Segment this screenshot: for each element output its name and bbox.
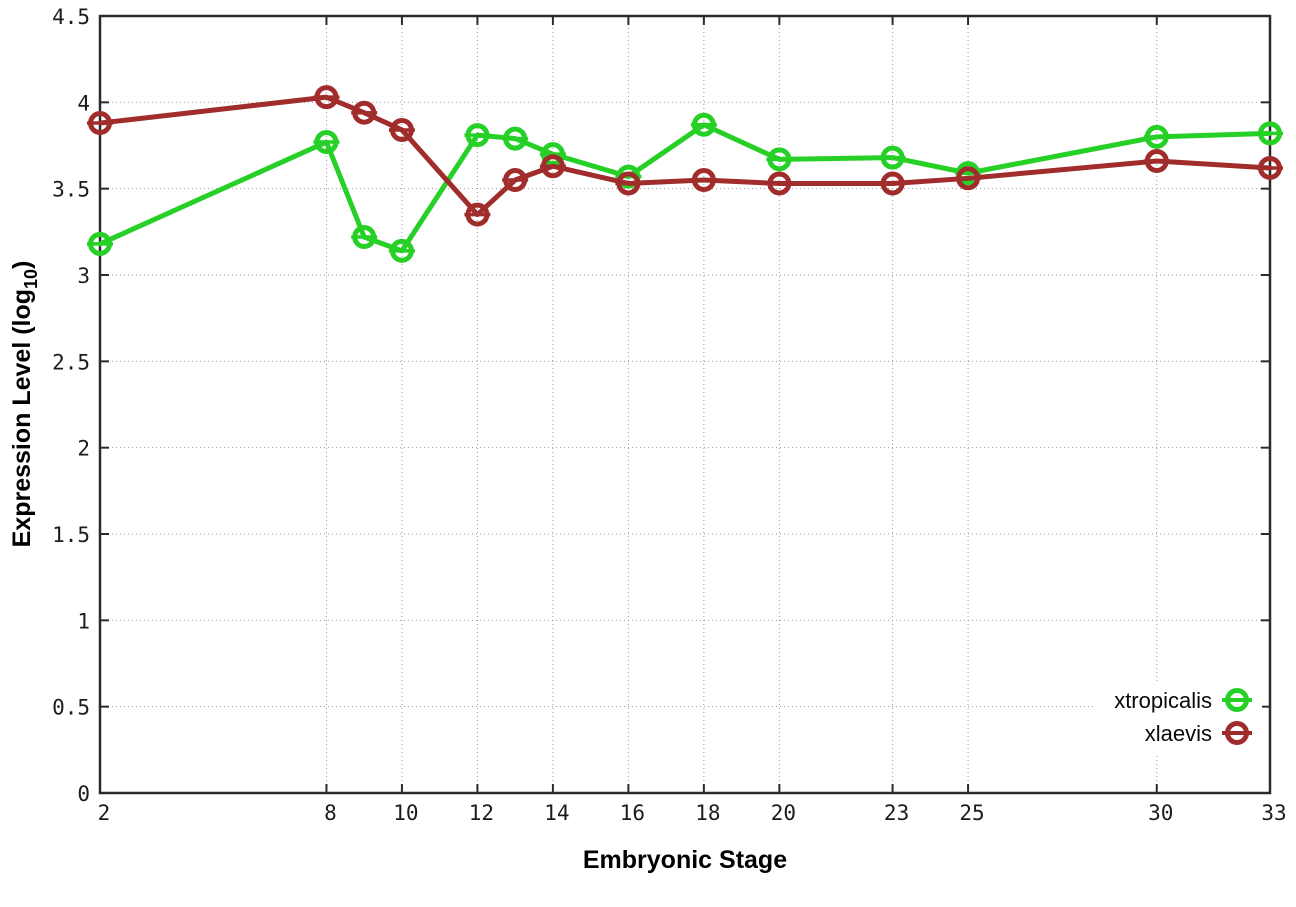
x-tick-label: 12 xyxy=(469,801,494,825)
x-tick-label: 20 xyxy=(771,801,796,825)
data-point-xtropicalis xyxy=(465,123,490,148)
legend-label-xlaevis: xlaevis xyxy=(1145,721,1212,746)
x-tick-label: 8 xyxy=(324,801,337,825)
y-tick-label: 0.5 xyxy=(52,696,90,720)
y-tick-label: 4 xyxy=(77,91,90,115)
y-axis-title-subscript: 10 xyxy=(21,269,41,289)
data-point-xtropicalis xyxy=(540,142,565,167)
data-point-xtropicalis xyxy=(88,231,112,256)
legend-sample-marker-xtropicalis xyxy=(1225,688,1249,712)
y-tick-label: 3.5 xyxy=(52,178,90,202)
y-tick-label: 1 xyxy=(77,609,90,633)
y-tick-label: 4.5 xyxy=(52,5,90,29)
axes-layer xyxy=(98,14,1272,795)
data-point-xlaevis xyxy=(956,166,981,191)
data-point-xlaevis xyxy=(389,117,414,142)
y-tick-label: 3 xyxy=(77,264,90,288)
data-point-xlaevis xyxy=(503,168,528,193)
data-point-xlaevis xyxy=(540,154,565,179)
grid-layer xyxy=(100,16,1270,793)
y-axis-title-suffix: ) xyxy=(8,261,36,269)
data-point-xlaevis xyxy=(465,202,490,227)
data-point-xtropicalis xyxy=(314,130,339,155)
y-tick-label: 2 xyxy=(77,437,90,461)
data-point-xlaevis xyxy=(1144,149,1169,174)
data-point-xtropicalis xyxy=(691,112,716,137)
tick-labels-layer: 2 8 10 12 14 16 18 20 23 25 30 33 0 0.5 1 1.5 2 2.5 3 3.5 4 4… xyxy=(52,5,1287,825)
data-point-xtropicalis xyxy=(767,147,792,172)
x-axis-title: Embryonic Stage xyxy=(583,846,787,874)
y-tick-label: 0 xyxy=(77,782,90,806)
series-line-xtropicalis xyxy=(97,122,1273,254)
x-tick-label: 16 xyxy=(620,801,645,825)
data-point-xtropicalis xyxy=(880,145,905,170)
data-point-xlaevis xyxy=(352,100,377,125)
data-point-xlaevis xyxy=(314,85,339,110)
x-tick-label: 18 xyxy=(695,801,720,825)
y-tick-label: 1.5 xyxy=(52,523,90,547)
x-tick-label: 14 xyxy=(544,801,569,825)
x-tick-label: 25 xyxy=(959,801,984,825)
data-point-xtropicalis xyxy=(352,225,377,250)
series-line-xlaevis xyxy=(97,94,1273,218)
data-point-xtropicalis xyxy=(1144,124,1169,149)
data-point-xlaevis xyxy=(616,171,641,196)
data-point-xlaevis xyxy=(691,168,716,193)
y-axis-title: Expression Level (log10) xyxy=(8,261,41,548)
legend-layer: xtropicalis xlaevis xyxy=(1093,681,1262,753)
x-tick-label: 10 xyxy=(393,801,418,825)
plot-border xyxy=(98,14,1272,795)
data-point-xtropicalis xyxy=(503,126,528,151)
legend-sample-marker-xlaevis xyxy=(1225,721,1249,745)
y-axis-title-prefix: Expression Level (log xyxy=(8,289,36,547)
data-point-xtropicalis xyxy=(1258,121,1282,146)
x-tick-label: 2 xyxy=(98,801,111,825)
x-tick-label: 33 xyxy=(1261,801,1286,825)
legend-label-xtropicalis: xtropicalis xyxy=(1114,688,1212,713)
data-point-xlaevis xyxy=(1258,155,1282,180)
x-tick-label: 30 xyxy=(1148,801,1173,825)
data-point-xlaevis xyxy=(767,171,792,196)
data-point-xtropicalis xyxy=(389,238,414,263)
y-tick-label: 2.5 xyxy=(52,350,90,374)
data-point-xlaevis xyxy=(880,171,905,196)
data-point-xlaevis xyxy=(88,111,112,136)
series-layer xyxy=(87,85,1283,263)
x-tick-label: 23 xyxy=(884,801,909,825)
